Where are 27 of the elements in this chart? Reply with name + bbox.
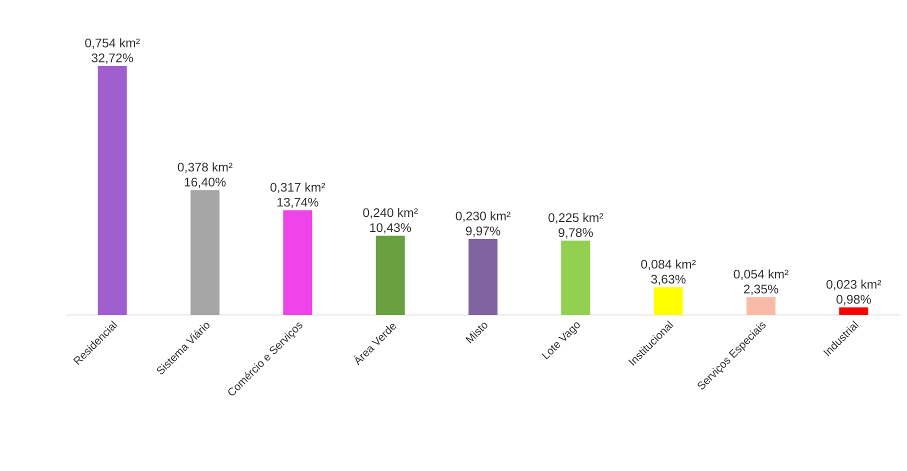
bar	[561, 240, 590, 315]
bar	[839, 307, 868, 315]
bar	[746, 297, 776, 315]
bar	[283, 210, 312, 315]
bar	[98, 66, 127, 315]
data-label: 0,084 km²	[641, 259, 696, 270]
bar	[654, 287, 683, 315]
annotation: 2,35%	[744, 284, 778, 295]
annotation: 13,74%	[278, 198, 318, 208]
data-label: 0,230 km²	[456, 211, 510, 222]
data-label: 0,240 km²	[363, 208, 418, 219]
data-label: 0,023 km²	[826, 280, 882, 290]
data-label: 0,225 km²	[548, 212, 604, 224]
data-label: 0,317 km²	[270, 182, 326, 194]
x-tick-label: Lote Vago	[542, 322, 580, 360]
annotation: 9,97%	[466, 226, 500, 237]
annotation: 3,63%	[651, 274, 686, 286]
data-label: 0,754 km²	[85, 38, 140, 49]
annotation: 16,40%	[184, 178, 226, 188]
text: 32,72%	[92, 54, 134, 64]
bar	[376, 236, 405, 315]
bar	[468, 239, 498, 315]
annotation: 9,78%	[558, 228, 593, 238]
annotation: 0,98%	[836, 294, 871, 306]
annotation: 10,43%	[370, 223, 412, 234]
data-label: 0,378 km²	[178, 162, 232, 174]
data-label: 0,054 km²	[734, 269, 788, 280]
